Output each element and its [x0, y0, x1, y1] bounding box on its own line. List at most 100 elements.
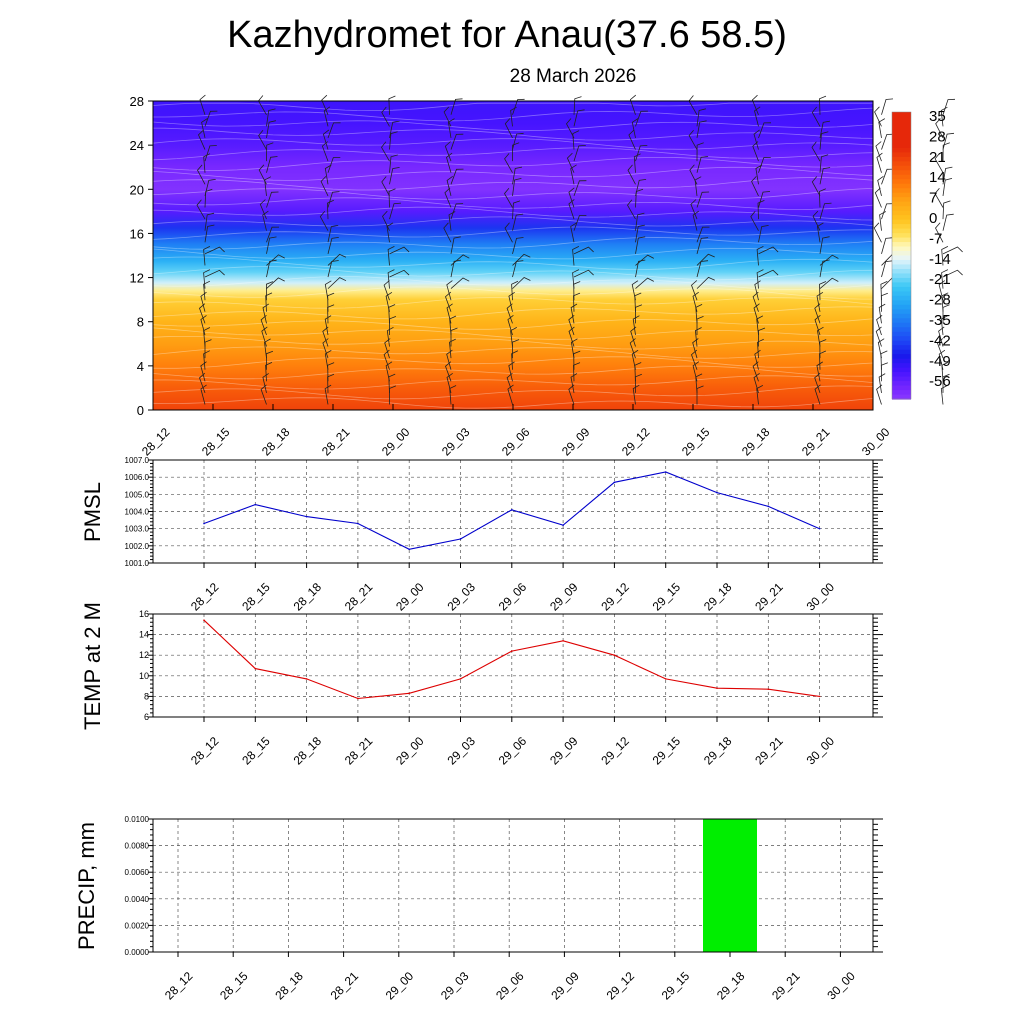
- wind-barb: [385, 291, 393, 312]
- wind-barb: [266, 277, 285, 289]
- wind-barb: [878, 373, 886, 393]
- wind-barb: [326, 199, 334, 220]
- colorbar-segment: [892, 129, 911, 136]
- x-tick-label: 29_03: [444, 580, 478, 614]
- wind-barb: [878, 303, 886, 324]
- wind-barb: [383, 280, 390, 301]
- wind-barb: [327, 191, 340, 208]
- wind-barb: [568, 326, 575, 347]
- wind-barb: [881, 237, 893, 254]
- colorbar-segment: [892, 179, 911, 185]
- colorbar-segment: [892, 165, 911, 171]
- wind-barb: [814, 314, 821, 336]
- wind-barb: [327, 277, 347, 289]
- wind-barb: [756, 315, 764, 336]
- wind-barb: [696, 191, 710, 208]
- x-tick-label: 28_21: [328, 969, 362, 1003]
- y-tick-label: 0.0000: [125, 948, 150, 957]
- wind-barb: [449, 338, 456, 359]
- y-tick-label: 12: [139, 650, 149, 660]
- colorbar-segment: [892, 228, 911, 234]
- wind-barb: [573, 269, 594, 278]
- wind-barb: [389, 120, 400, 139]
- colorbar-segment: [892, 264, 911, 270]
- wind-barb: [635, 254, 654, 266]
- wind-barb: [264, 338, 271, 359]
- wind-barb: [627, 199, 636, 220]
- x-tick-label: 29_06: [499, 425, 533, 459]
- colorbar-segment: [892, 210, 911, 216]
- wind-barb: [881, 203, 894, 220]
- wind-barb: [266, 236, 277, 254]
- wind-barb: [696, 156, 709, 173]
- colorbar-segment: [892, 170, 911, 176]
- x-tick-label: 30_00: [824, 969, 858, 1003]
- wind-barb: [504, 187, 513, 208]
- wind-barb: [570, 338, 578, 359]
- x-tick-label: 28_18: [272, 969, 306, 1003]
- wind-barb: [512, 132, 524, 150]
- colorbar-segment: [892, 197, 911, 203]
- pmsl-point: [357, 522, 359, 525]
- x-tick-label: 28_18: [259, 425, 293, 459]
- wind-barb: [512, 200, 521, 220]
- wind-barb: [692, 361, 700, 382]
- x-tick-label: 29_15: [650, 734, 684, 768]
- wind-barb: [635, 145, 648, 162]
- wind-barb: [196, 199, 206, 220]
- colorbar-segment: [892, 259, 911, 266]
- wind-barb: [688, 129, 698, 150]
- colorbar-segment: [892, 125, 911, 131]
- wind-barb: [203, 350, 210, 370]
- wind-barb: [635, 212, 645, 231]
- wind-barb: [258, 164, 267, 185]
- wind-barb: [756, 269, 764, 289]
- temp-point: [305, 678, 308, 680]
- colorbar-segment: [892, 331, 911, 337]
- wind-barb: [881, 98, 894, 115]
- wind-barb: [812, 210, 821, 231]
- y-tick-label: 10: [139, 671, 149, 681]
- x-tick-label: 28_12: [188, 580, 222, 614]
- x-tick-label: 30_00: [804, 580, 838, 614]
- colorbar-segment: [892, 120, 911, 127]
- temp-point: [664, 678, 667, 680]
- wind-barb: [204, 110, 218, 127]
- colorbar-segment: [892, 394, 911, 400]
- wind-barb: [266, 254, 285, 266]
- wind-barb: [942, 200, 951, 220]
- wind-barb: [635, 277, 654, 289]
- wind-barb: [327, 157, 341, 173]
- wind-barb: [942, 142, 950, 162]
- wind-barb: [942, 269, 963, 278]
- x-tick-label: 29_00: [393, 580, 427, 614]
- colorbar-segment: [892, 367, 911, 373]
- wind-barb: [573, 362, 581, 382]
- colorbar-segment: [892, 134, 911, 140]
- wind-barb: [266, 191, 279, 208]
- x-tick-label: 29_15: [650, 580, 684, 614]
- wind-barb: [819, 131, 829, 150]
- colorbar-segment: [892, 345, 911, 351]
- x-tick-label: 28_18: [291, 580, 325, 614]
- y-tick-label: 20: [130, 182, 144, 197]
- wind-barb: [755, 164, 763, 185]
- wind-barb: [511, 339, 520, 359]
- wind-barb: [266, 120, 276, 139]
- wind-barb: [450, 259, 462, 278]
- wind-barb: [389, 202, 401, 220]
- colorbar-segment: [892, 381, 911, 387]
- wind-barb: [873, 222, 882, 243]
- wind-barb: [324, 350, 332, 370]
- pmsl-point: [562, 524, 564, 527]
- wind-barb: [817, 326, 824, 347]
- wind-barb: [200, 384, 207, 405]
- colorbar-label: -35: [929, 312, 951, 329]
- wind-barb: [942, 166, 953, 185]
- wind-barb: [819, 277, 839, 289]
- wind-barb: [753, 303, 760, 324]
- wind-barb: [691, 280, 698, 301]
- wind-barb: [631, 280, 639, 301]
- wind-barb: [262, 303, 270, 324]
- x-tick-label: 29_12: [619, 425, 653, 459]
